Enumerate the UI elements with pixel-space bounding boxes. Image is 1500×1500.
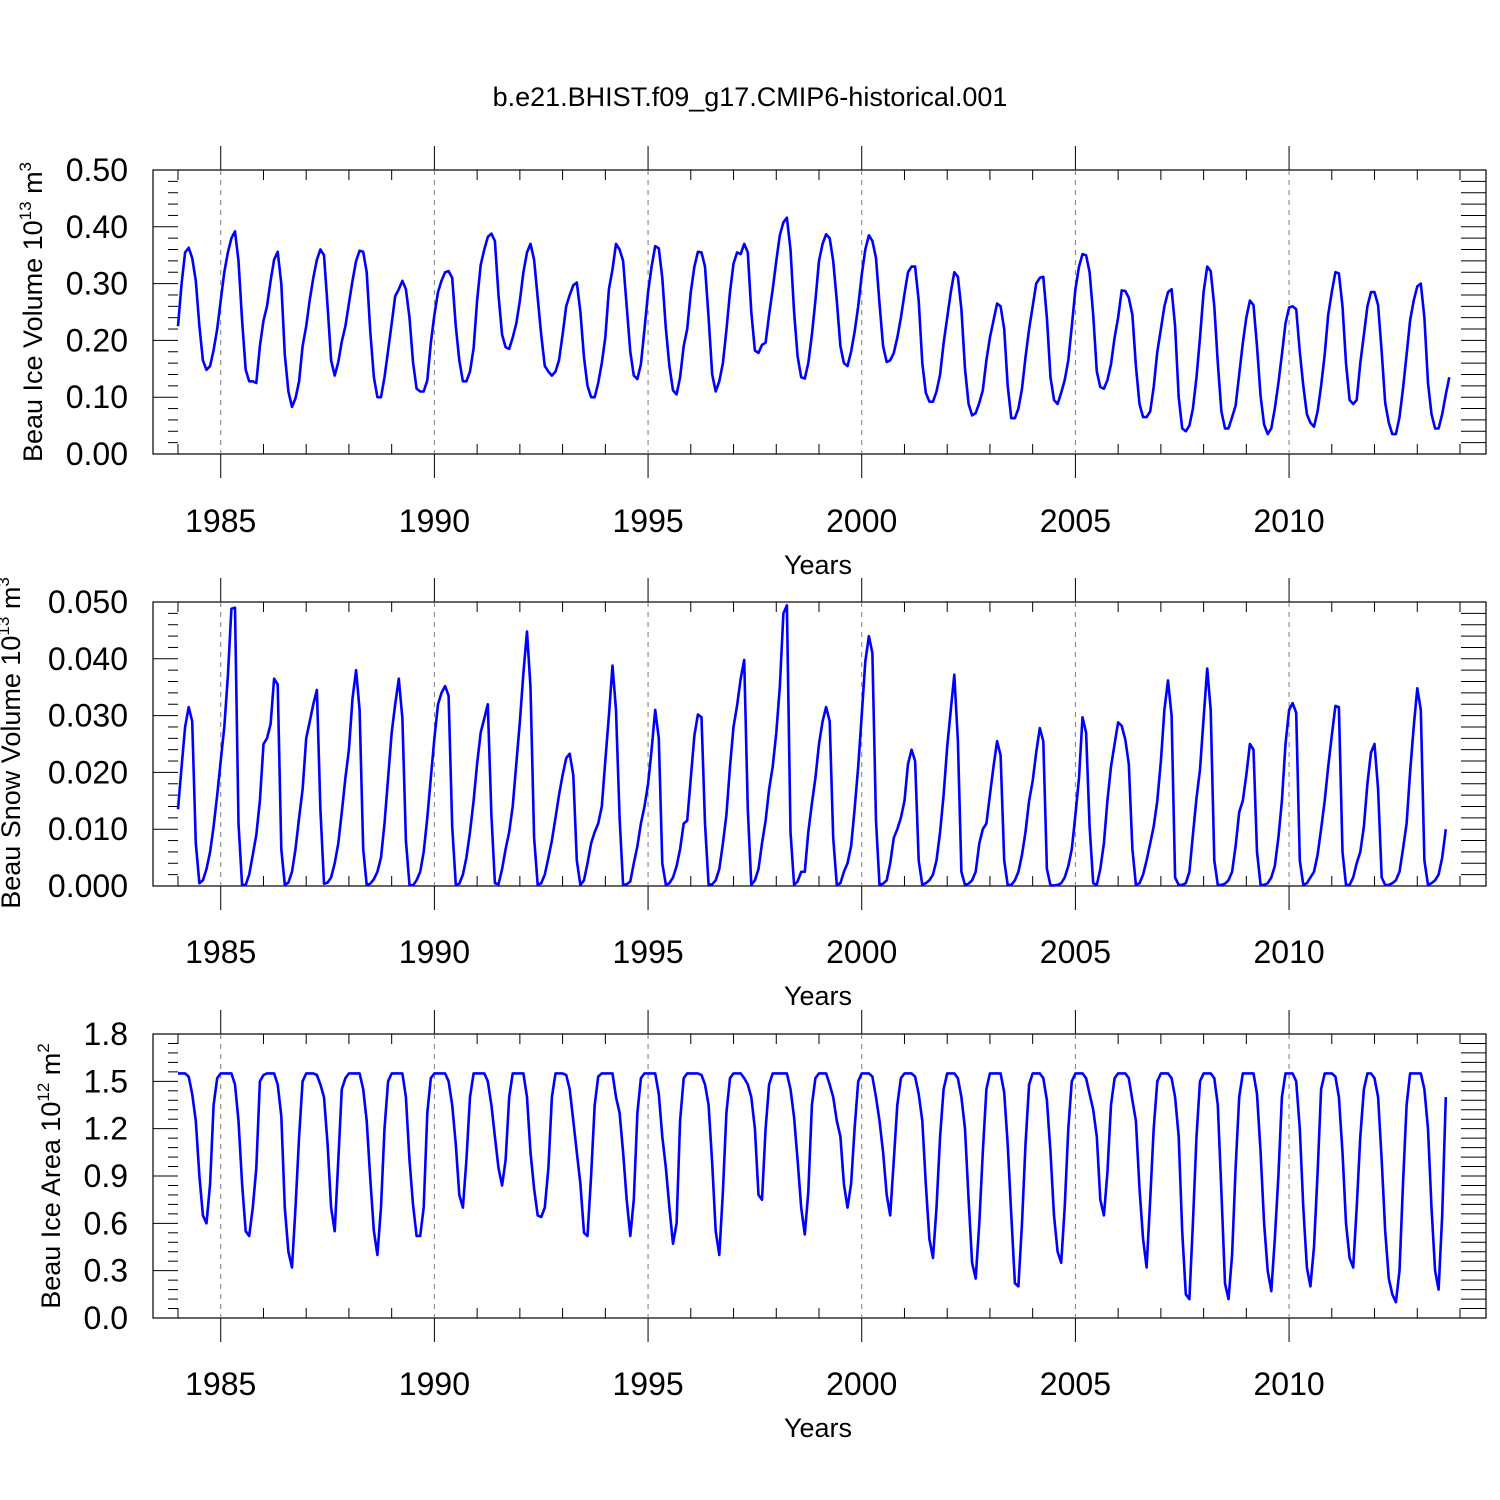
x-tick-labels: 1985 1990 1995 2000 2005 2010 — [185, 934, 1325, 970]
panel-ice-area: 0.00.30.60.91.21.51.8 1985 1990 1995 2000 20… — [34, 1010, 1487, 1443]
y-axis-label-unit-exp: 2 — [34, 1043, 53, 1052]
y-tick-label: 0.50 — [66, 152, 128, 188]
y-axis-label-exp: 13 — [16, 201, 35, 220]
y-tick-label: 0.30 — [66, 266, 128, 302]
x-tick-label: 1995 — [612, 503, 683, 539]
panel-ice-volume: 0.00 0.10 0.20 0.30 0.40 0.50 1985 1990 1995 200… — [16, 146, 1487, 580]
x-tick-label: 2010 — [1253, 503, 1324, 539]
x-tick-label: 1990 — [399, 934, 470, 970]
figure-title: b.e21.BHIST.f09_g17.CMIP6-historical.001 — [493, 82, 1008, 112]
plot-area — [152, 146, 1487, 478]
y-axis-label-unit-exp: 3 — [16, 162, 35, 171]
y-tick-label: 0.6 — [84, 1205, 128, 1241]
y-tick-label: 0.40 — [66, 209, 128, 245]
y-axis-label-main: Beau Snow Volume 10 — [0, 636, 26, 909]
y-axis-label-exp: 12 — [34, 1083, 53, 1102]
x-tick-labels: 1985 1990 1995 2000 2005 2010 — [185, 1366, 1325, 1402]
x-tick-label: 2005 — [1040, 503, 1111, 539]
x-tick-label: 2000 — [826, 503, 897, 539]
y-tick-label: 0.030 — [48, 698, 128, 734]
y-axis-label-exp: 13 — [0, 617, 13, 636]
y-tick-label: 0.00 — [66, 436, 128, 472]
y-axis-label-unit-exp: 3 — [0, 577, 13, 586]
x-tick-label: 1985 — [185, 934, 256, 970]
x-tick-label: 2005 — [1040, 934, 1111, 970]
y-tick-label: 1.2 — [84, 1111, 128, 1147]
y-tick-label: 0.20 — [66, 322, 128, 358]
series-line — [178, 1072, 1448, 1304]
y-tick-labels: 0.0 0.3 0.6 0.9 1.2 1.5 1.8 — [84, 1016, 128, 1336]
x-axis-label: Years — [784, 550, 852, 580]
y-axis-label: Beau Ice Area 1012 m2 — [34, 1043, 66, 1309]
y-tick-label: 0.0 — [84, 1300, 128, 1336]
y-axis-label: Beau Ice Volume 1013 m3 — [16, 162, 48, 462]
y-tick-label: 0.000 — [48, 868, 128, 904]
y-tick-label: 0.050 — [48, 584, 128, 620]
x-tick-label: 1995 — [612, 934, 683, 970]
y-axis-label: Beau Snow Volume 1013 m3 — [0, 577, 26, 909]
x-axis-label: Years — [784, 1413, 852, 1443]
y-tick-label: 0.010 — [48, 811, 128, 847]
x-tick-label: 2000 — [826, 1366, 897, 1402]
x-tick-label: 2005 — [1040, 1366, 1111, 1402]
y-tick-label: 0.10 — [66, 379, 128, 415]
series-line — [176, 604, 1448, 887]
y-axis-label-main: Beau Ice Area 10 — [36, 1102, 66, 1309]
y-axis-label-unit: m — [36, 1053, 66, 1083]
plot-frame — [152, 169, 1487, 455]
y-tick-labels: 0.000 0.010 0.020 0.030 0.040 0.050 — [48, 584, 128, 904]
x-tick-label: 2000 — [826, 934, 897, 970]
y-axis-label-main: Beau Ice Volume 10 — [18, 220, 48, 462]
series-line — [176, 216, 1451, 436]
y-tick-label: 0.9 — [84, 1158, 128, 1194]
y-axis-label-unit: m — [0, 587, 26, 617]
y-axis-label-unit: m — [18, 171, 48, 201]
y-tick-label: 0.040 — [48, 641, 128, 677]
x-tick-label: 1985 — [185, 1366, 256, 1402]
x-tick-label: 2010 — [1253, 1366, 1324, 1402]
x-tick-label: 1995 — [612, 1366, 683, 1402]
y-tick-label: 0.3 — [84, 1253, 128, 1289]
y-tick-label: 1.8 — [84, 1016, 128, 1052]
x-tick-label: 1985 — [185, 503, 256, 539]
plot-area — [152, 1010, 1487, 1342]
plot-area — [152, 578, 1487, 910]
x-tick-label: 2010 — [1253, 934, 1324, 970]
y-tick-label: 0.020 — [48, 754, 128, 790]
x-tick-labels: 1985 1990 1995 2000 2005 2010 — [185, 503, 1325, 539]
x-axis-label: Years — [784, 981, 852, 1011]
y-tick-labels: 0.00 0.10 0.20 0.30 0.40 0.50 — [66, 152, 128, 472]
x-tick-label: 1990 — [399, 1366, 470, 1402]
y-tick-label: 1.5 — [84, 1063, 128, 1099]
x-tick-label: 1990 — [399, 503, 470, 539]
